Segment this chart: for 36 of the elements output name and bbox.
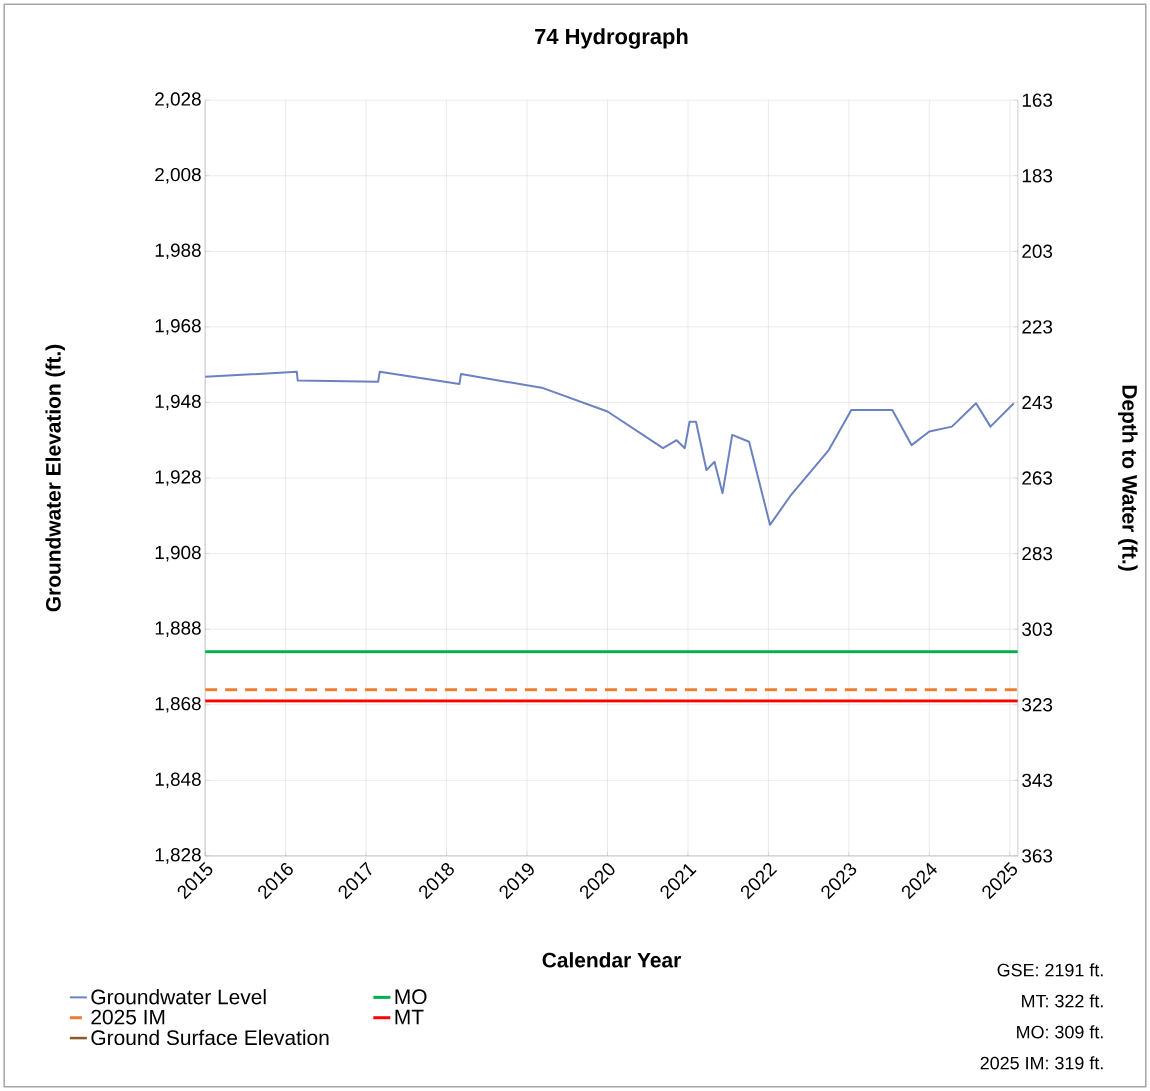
legend-label: 2025 IM <box>91 1009 165 1025</box>
text: GSE: 2191 ft. <box>997 963 1103 977</box>
y2-tick-label: 263 <box>1022 471 1053 485</box>
y-tick-label: 1,828 <box>155 848 201 864</box>
text: MO: 309 ft. <box>1017 1025 1103 1039</box>
y2-tick-label: 163 <box>1022 93 1053 107</box>
y-tick-label: 2,028 <box>155 92 201 108</box>
y-tick-label: 1,908 <box>155 545 201 562</box>
legend-label: MT <box>395 1009 424 1025</box>
y2-axis-title: Depth to Water (ft.) <box>1118 385 1138 571</box>
y2-tick-label: 303 <box>1022 622 1053 636</box>
y2-tick-label: 363 <box>1022 849 1053 863</box>
y2-tick-label: 343 <box>1022 773 1053 788</box>
y-tick-label: 1,928 <box>155 470 201 486</box>
y-tick-label: 1,868 <box>155 696 201 713</box>
y-tick-label: 1,888 <box>155 621 201 637</box>
text: MT: 322 ft. <box>1022 994 1103 1008</box>
y-tick-label: 1,948 <box>155 394 201 411</box>
legend-label: MO <box>395 989 427 1005</box>
line-series <box>205 370 1015 526</box>
legend-label: Groundwater Level <box>91 989 266 1005</box>
y2-tick-label: 183 <box>1022 169 1053 183</box>
y2-tick-label: 283 <box>1022 546 1053 561</box>
y-tick-label: 1,988 <box>155 243 201 260</box>
y-axis-title: Groundwater Elevation (ft.) <box>45 344 65 612</box>
y2-tick-label: 223 <box>1022 320 1053 334</box>
y2-tick-label: 243 <box>1022 395 1053 410</box>
y-tick-label: 1,848 <box>155 772 201 789</box>
y-tick-label: 1,968 <box>155 319 201 335</box>
chart-title: 74 Hydrograph <box>535 28 688 49</box>
y2-tick-label: 203 <box>1022 244 1053 258</box>
y2-tick-label: 323 <box>1022 698 1053 712</box>
y-tick-label: 2,008 <box>155 167 201 184</box>
legend-label: Ground Surface Elevation <box>91 1029 329 1046</box>
text: 2025 IM: 319 ft. <box>980 1056 1103 1070</box>
x-axis-title: Calendar Year <box>542 952 681 968</box>
